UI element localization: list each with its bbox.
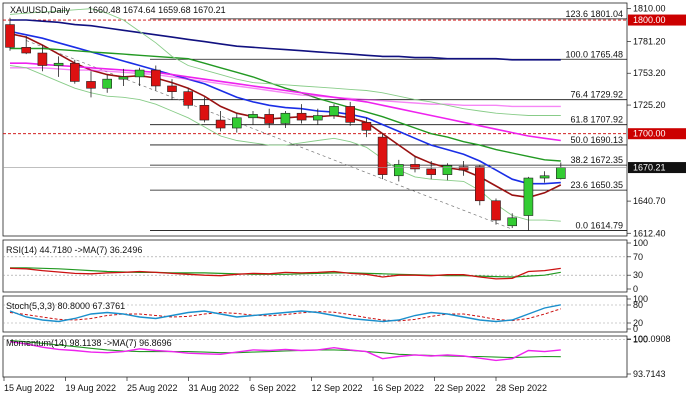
rsi-pane-frame <box>2 239 628 293</box>
moving-average-line <box>9 65 561 222</box>
candle-body <box>102 78 112 89</box>
candle-body <box>215 119 226 129</box>
indicator-line <box>9 304 561 323</box>
candle-body <box>280 112 291 124</box>
candle-body <box>53 62 64 66</box>
candle-body <box>507 217 518 227</box>
moving-average-line <box>9 30 561 185</box>
candle-body <box>37 52 48 66</box>
candle-body <box>329 106 339 116</box>
marked-level-tag <box>628 14 686 26</box>
marked-level-label: 1800.00 <box>633 15 666 25</box>
stoch-pane-frame <box>2 295 628 333</box>
momentum-pane-frame <box>2 335 628 378</box>
indicator-axis-label: 100.0908 <box>633 334 671 344</box>
date-axis-label: 22 Sep 2022 <box>435 383 486 393</box>
date-axis-label: 19 Aug 2022 <box>66 383 117 393</box>
candle-body <box>5 24 15 48</box>
moving-average-line <box>10 62 561 142</box>
candle-body <box>296 112 307 121</box>
symbol-label: XAUUSD,Daily <box>10 5 71 15</box>
rsi-title: RSI(14) 44.7180 ->MA(7) 36.2496 <box>6 245 142 255</box>
candle-body <box>134 69 145 78</box>
trendline <box>26 40 513 230</box>
fib-level-label: 100.0 1765.48 <box>565 49 623 59</box>
candle-body <box>393 164 404 177</box>
candle-body <box>458 166 469 171</box>
candle-body <box>555 167 566 179</box>
indicator-axis-label: 93.7143 <box>633 369 666 379</box>
date-axis-label: 31 Aug 2022 <box>189 383 240 393</box>
candle-body <box>410 164 420 170</box>
indicator-axis-label: 100 <box>633 334 648 344</box>
indicator-axis-label: 100 <box>633 294 648 304</box>
stoch-title: Stoch(5,3,3) 80.8000 67.3761 <box>6 301 125 311</box>
candle-body <box>21 47 32 54</box>
candle-body <box>248 114 258 119</box>
price-axis-label: 1810.00 <box>633 4 666 14</box>
candle-body <box>491 200 501 221</box>
candle-body <box>86 81 96 89</box>
date-axis-label: 16 Sep 2022 <box>373 383 424 393</box>
candle-body <box>232 117 242 129</box>
fib-level-label: 0.0 1614.79 <box>575 221 623 231</box>
fib-level-label: 38.2 1672.35 <box>570 155 623 165</box>
fib-level-label: 23.6 1650.35 <box>570 180 623 190</box>
ohlc-readout: 1660.48 1674.64 1659.68 1670.21 <box>88 5 226 15</box>
candle-body <box>183 91 193 106</box>
date-axis-label: 25 Aug 2022 <box>127 383 178 393</box>
candle-body <box>199 104 210 121</box>
fib-level-label: 123.6 1801.04 <box>565 9 623 19</box>
candle-body <box>151 69 161 87</box>
candle-body <box>442 165 453 175</box>
price-axis-label: 1612.40 <box>633 228 666 238</box>
momentum-title: Momentum(14) 98.1138 ->MA(7) 96.8696 <box>6 338 172 348</box>
date-axis-label: 28 Sep 2022 <box>496 383 547 393</box>
fib-level-label: 61.8 1707.92 <box>570 115 623 125</box>
moving-average-line <box>10 47 561 162</box>
candle-body <box>361 122 372 131</box>
moving-average-line <box>10 67 561 108</box>
date-axis-label: 6 Sep 2022 <box>250 383 296 393</box>
current-price-label: 1670.21 <box>633 163 666 173</box>
indicator-axis-label: 0 <box>633 284 638 294</box>
indicator-axis-label: 20 <box>633 318 643 328</box>
candle-body <box>474 166 485 202</box>
indicator-line <box>9 341 561 362</box>
indicator-axis-label: 80 <box>633 300 643 310</box>
indicator-line <box>9 308 561 322</box>
price-axis-label: 1640.70 <box>633 196 666 206</box>
price-axis-label: 1725.20 <box>633 100 666 110</box>
current-price-tag <box>628 162 686 174</box>
candle-body <box>167 85 177 92</box>
date-axis-label: 12 Sep 2022 <box>312 383 363 393</box>
indicator-axis-label: 0 <box>633 324 638 334</box>
candle-body <box>312 115 323 121</box>
candle-body <box>118 76 129 80</box>
indicator-axis-label: 100 <box>633 238 648 248</box>
candle-body <box>539 175 550 179</box>
indicator-axis-label: 30 <box>633 270 643 280</box>
price-axis-label: 1753.20 <box>633 68 666 78</box>
fib-level-label: 50.0 1690.13 <box>570 135 623 145</box>
moving-average-line <box>9 8 561 116</box>
candle-body <box>70 62 80 82</box>
indicator-axis-label: 70 <box>633 252 643 262</box>
candle-body <box>523 177 534 216</box>
date-axis-label: 15 Aug 2022 <box>4 383 55 393</box>
price-axis-label: 1781.20 <box>633 36 666 46</box>
candle-body <box>345 106 356 123</box>
moving-average-line <box>10 19 561 61</box>
indicator-line <box>9 267 561 280</box>
candle-body <box>377 136 388 175</box>
marked-level-label: 1700.00 <box>633 129 666 139</box>
marked-level-tag <box>628 128 686 140</box>
candle-body <box>426 168 437 175</box>
candle-body <box>264 114 275 124</box>
fib-level-label: 76.4 1729.92 <box>570 90 623 100</box>
